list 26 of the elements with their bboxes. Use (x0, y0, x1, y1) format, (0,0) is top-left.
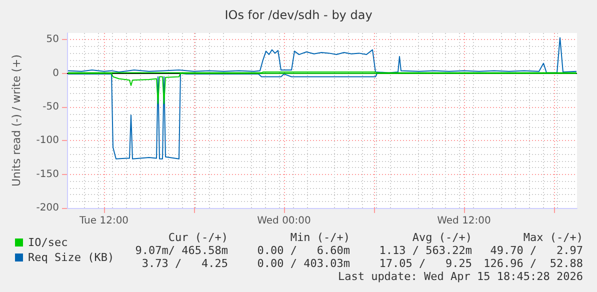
y-axis-title: Units read (-) / write (+) (10, 54, 23, 187)
text: 126.96 / 52.88 (484, 257, 583, 270)
x-tick-label: Wed 12:00 (437, 216, 491, 226)
text: 0.00 / 403.03m (257, 257, 350, 270)
text: Cur (-/+) (168, 231, 228, 244)
text: 0.00 / 6.60m (257, 244, 350, 257)
y-tick-label: 0 (52, 68, 59, 79)
text: Min (-/+) (290, 231, 350, 244)
legend-label: Req Size (KB) (28, 251, 114, 264)
y-tick-label: 50 (46, 34, 59, 46)
text: Last update: Wed Apr 15 18:45:28 2026 (338, 270, 583, 283)
legend-label: IO/sec (28, 236, 68, 249)
text: Avg (-/+) (412, 231, 472, 244)
text: 17.05 / 9.25 (379, 257, 472, 270)
text: 1.13 / 563.22m (379, 244, 472, 257)
text: Max (-/+) (523, 231, 583, 244)
y-tick-label: -200 (36, 202, 59, 214)
y-tick-label: -100 (36, 135, 59, 146)
text: 9.07m/ 465.58m (135, 244, 228, 257)
y-tick-label: -150 (36, 168, 59, 180)
chart-title: IOs for /dev/sdh - by day (224, 8, 372, 22)
text: 49.70 / 2.97 (490, 244, 583, 257)
x-tick-label: Wed 00:00 (257, 216, 311, 226)
y-tick-label: -50 (42, 102, 59, 113)
x-tick-label: Tue 12:00 (78, 216, 129, 226)
text: 3.73 / 4.25 (142, 257, 228, 270)
